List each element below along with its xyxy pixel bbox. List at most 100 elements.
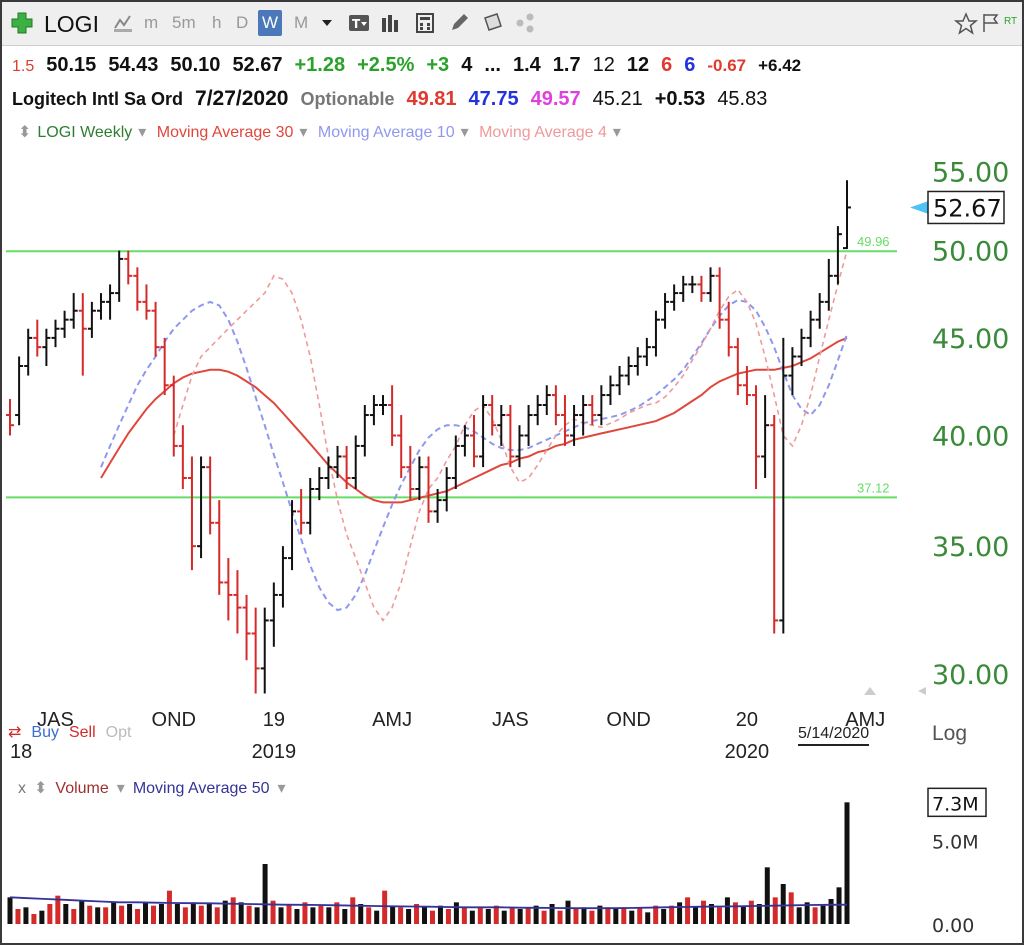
- volume-bar: [111, 902, 117, 924]
- svg-text:T: T: [352, 17, 361, 31]
- ohlc-bar: [788, 347, 797, 396]
- volume-bar: [517, 909, 523, 924]
- ohlc-bar: [306, 478, 315, 535]
- price-chart[interactable]: 49.96 37.12 55.00 50.00 45.00 40.00 35.00 30.0…: [2, 142, 1022, 762]
- volume-bar: [15, 909, 21, 924]
- volume-bar: [469, 910, 475, 924]
- volume-bar: [350, 897, 356, 924]
- ohlc-bar: [133, 267, 142, 311]
- opt-button[interactable]: Opt: [105, 724, 132, 741]
- volume-bar: [509, 907, 515, 924]
- x-tick-label: 20: [736, 709, 758, 731]
- plus-icon[interactable]: [10, 11, 34, 35]
- chevron-down-icon[interactable]: [320, 16, 334, 30]
- ohlc-bar: [124, 250, 133, 285]
- volume-bar: [382, 890, 388, 924]
- ohlc-bar: [60, 310, 69, 338]
- ohlc-bar: [160, 337, 169, 396]
- volume-bar: [796, 907, 802, 924]
- hline-label-0: 49.96: [857, 234, 890, 249]
- volume-bar: [708, 904, 714, 924]
- volume-bar: [724, 897, 730, 924]
- volume-chart[interactable]: 7.3M 5.0M 0.00: [2, 772, 1022, 944]
- volume-bar: [39, 910, 45, 924]
- ohlc-bar: [360, 404, 369, 457]
- legend-ma30-chevron-icon[interactable]: ▾: [299, 124, 308, 141]
- volume-tick-label: 0.00: [932, 915, 974, 937]
- volume-bar: [669, 905, 675, 924]
- legend-volume-chevron-icon[interactable]: ▾: [116, 780, 125, 797]
- timeframe-5m[interactable]: 5m: [172, 13, 196, 32]
- legend-weekly[interactable]: LOGI Weekly: [37, 124, 133, 141]
- chart-style-icon[interactable]: [112, 12, 134, 34]
- timeframe-h[interactable]: h: [212, 13, 222, 32]
- quote-p2: 47.75: [468, 88, 519, 110]
- volume-bar: [55, 895, 61, 924]
- bars-icon[interactable]: [380, 12, 402, 34]
- sell-button[interactable]: Sell: [68, 724, 96, 741]
- ohlc-bar: [115, 250, 124, 302]
- quote-v9: 6: [684, 54, 696, 76]
- legend-volume[interactable]: Volume: [55, 780, 109, 797]
- timeframe-m[interactable]: m: [144, 13, 159, 32]
- legend-vol-ma[interactable]: Moving Average 50: [132, 780, 270, 797]
- timeframe-w[interactable]: W: [258, 10, 283, 36]
- quote-p6: 45.83: [717, 88, 768, 110]
- timeframe-mo[interactable]: M: [294, 13, 309, 32]
- quote-p3: 49.57: [530, 88, 581, 110]
- legend-ma4-chevron-icon[interactable]: ▾: [612, 124, 621, 141]
- ohlc-bar: [442, 467, 451, 512]
- log-scale-label[interactable]: Log: [932, 722, 968, 745]
- star-icon[interactable]: [954, 12, 978, 36]
- ohlc-bar: [187, 456, 196, 571]
- ohlc-bar: [460, 425, 469, 457]
- legend-ma10-chevron-icon[interactable]: ▾: [460, 124, 469, 141]
- quote-v4: 1.4: [512, 54, 541, 76]
- timeframe-d[interactable]: D: [236, 13, 249, 32]
- volume-bar: [677, 902, 683, 924]
- trade-icon[interactable]: ⇄: [8, 724, 22, 741]
- quote-date: 7/27/2020: [195, 87, 289, 110]
- ohlc-bar: [615, 365, 624, 396]
- volume-bar: [772, 897, 778, 924]
- ohlc-bar: [642, 337, 651, 366]
- flag-icon[interactable]: [980, 12, 1002, 34]
- ohlc-bar: [724, 301, 733, 357]
- ohlc-bar: [342, 445, 351, 489]
- volume-bar: [326, 907, 332, 924]
- volume-bar: [230, 897, 236, 924]
- notes-icon[interactable]: [482, 12, 504, 34]
- ohlc-bar: [24, 328, 33, 376]
- quote-high: 54.43: [108, 54, 159, 76]
- share-icon[interactable]: [514, 12, 536, 34]
- legend-ma4[interactable]: Moving Average 4: [479, 124, 607, 141]
- ohlc-bar: [324, 456, 333, 489]
- ohlc-bar: [106, 284, 115, 320]
- volume-bar: [270, 900, 276, 924]
- volume-bar: [605, 907, 611, 924]
- ohlc-bar: [533, 395, 542, 426]
- calculator-icon[interactable]: [414, 12, 436, 34]
- legend-weekly-chevron-icon[interactable]: ▾: [138, 124, 147, 141]
- legend-ma30[interactable]: Moving Average 30: [156, 124, 294, 141]
- volume-drag-icon[interactable]: ⬍: [34, 780, 48, 797]
- quote-v7: 12: [626, 54, 650, 76]
- ohlc-bar: [524, 404, 533, 446]
- volume-close-icon[interactable]: x: [18, 780, 26, 797]
- legend-ma10[interactable]: Moving Average 10: [317, 124, 455, 141]
- last-price-marker: [910, 200, 930, 215]
- symbol-input[interactable]: LOGI: [44, 11, 99, 37]
- price-axis[interactable]: 55.00 50.00 45.00 40.00 35.00 30.00 52.67: [864, 158, 1009, 695]
- ohlc-bar: [78, 293, 87, 376]
- volume-bar: [7, 897, 13, 924]
- legend-vol-ma-chevron-icon[interactable]: ▾: [277, 780, 286, 797]
- pencil-icon[interactable]: [448, 12, 470, 34]
- volume-bar: [254, 907, 260, 924]
- legend-drag-icon[interactable]: ⬍: [18, 124, 32, 141]
- text-tool-icon[interactable]: T: [348, 12, 370, 34]
- volume-bar: [788, 892, 794, 924]
- buy-button[interactable]: Buy: [31, 724, 59, 741]
- study-legend: ⬍ LOGI Weekly ▾ Moving Average 30 ▾ Moving …: [18, 122, 627, 142]
- ohlc-bar: [6, 399, 14, 436]
- volume-bar: [190, 902, 196, 924]
